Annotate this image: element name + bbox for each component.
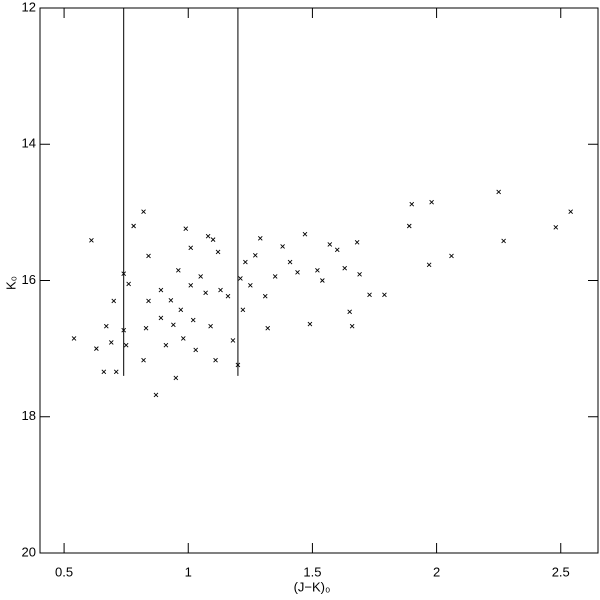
data-point bbox=[126, 281, 131, 287]
data-point bbox=[146, 298, 151, 304]
data-point bbox=[121, 271, 127, 277]
data-point bbox=[205, 233, 211, 239]
data-point bbox=[225, 293, 231, 299]
data-point bbox=[272, 274, 278, 279]
data-point bbox=[171, 322, 176, 328]
data-point bbox=[131, 223, 136, 229]
data-point bbox=[295, 270, 300, 275]
data-point bbox=[141, 209, 146, 215]
data-point bbox=[121, 327, 127, 333]
data-point bbox=[265, 325, 271, 331]
x-tick-label: 2.5 bbox=[552, 564, 570, 579]
data-point bbox=[153, 392, 159, 398]
data-point bbox=[203, 290, 208, 296]
data-point bbox=[215, 249, 221, 255]
data-point bbox=[320, 278, 325, 283]
data-point bbox=[176, 267, 181, 273]
data-point bbox=[180, 336, 186, 341]
data-point bbox=[327, 242, 333, 247]
data-point bbox=[188, 245, 194, 251]
data-point bbox=[113, 369, 119, 375]
data-point bbox=[287, 259, 293, 265]
data-point bbox=[168, 297, 174, 303]
data-point bbox=[240, 307, 246, 313]
data-point bbox=[243, 259, 248, 265]
data-point bbox=[163, 342, 169, 348]
y-tick-label: 18 bbox=[22, 408, 36, 423]
data-point bbox=[334, 247, 340, 253]
data-point bbox=[357, 272, 362, 277]
data-point bbox=[158, 315, 164, 321]
data-point bbox=[248, 282, 253, 288]
data-point bbox=[342, 265, 348, 271]
x-tick-label: 2 bbox=[433, 564, 440, 579]
y-tick-label: 14 bbox=[22, 136, 36, 151]
x-tick-label: 1 bbox=[185, 564, 192, 579]
data-point bbox=[409, 201, 415, 207]
data-point bbox=[429, 199, 434, 205]
data-point bbox=[553, 225, 559, 230]
data-point bbox=[188, 282, 194, 288]
data-point bbox=[208, 323, 213, 329]
data-point bbox=[230, 338, 236, 343]
data-point bbox=[354, 240, 360, 245]
data-point bbox=[213, 357, 218, 363]
data-point bbox=[315, 267, 320, 273]
data-point bbox=[252, 252, 258, 258]
data-point bbox=[71, 336, 77, 341]
data-point bbox=[111, 298, 117, 304]
data-point bbox=[143, 325, 149, 331]
data-point bbox=[262, 293, 268, 299]
y-tick-label: 12 bbox=[22, 0, 36, 14]
data-point bbox=[307, 321, 313, 327]
data-point bbox=[501, 238, 506, 244]
data-point bbox=[218, 287, 223, 293]
data-point bbox=[193, 347, 199, 353]
data-point bbox=[382, 292, 387, 298]
x-tick-label: 1.5 bbox=[303, 564, 321, 579]
data-point bbox=[178, 307, 184, 313]
data-point bbox=[210, 237, 216, 242]
data-point bbox=[183, 226, 189, 232]
data-point bbox=[235, 362, 241, 368]
data-point bbox=[496, 189, 501, 195]
data-point bbox=[94, 346, 99, 351]
x-axis-label: (J−K)₀ bbox=[294, 579, 331, 594]
data-point bbox=[449, 253, 454, 259]
y-axis-label: K₀ bbox=[3, 276, 18, 290]
data-point bbox=[349, 323, 355, 329]
data-point bbox=[101, 369, 107, 375]
data-point bbox=[568, 209, 574, 215]
y-tick-label: 16 bbox=[22, 272, 36, 287]
data-point bbox=[173, 375, 179, 381]
data-point bbox=[89, 237, 94, 243]
data-point bbox=[103, 323, 109, 329]
data-point bbox=[238, 276, 243, 281]
data-point bbox=[108, 340, 114, 345]
data-point bbox=[141, 357, 146, 363]
y-tick-label: 20 bbox=[22, 544, 36, 559]
data-point bbox=[302, 231, 308, 237]
data-point bbox=[190, 317, 196, 323]
data-point bbox=[347, 309, 352, 315]
x-tick-label: 0.5 bbox=[55, 564, 73, 579]
data-point bbox=[158, 287, 164, 293]
data-point bbox=[198, 274, 203, 279]
data-point bbox=[257, 235, 263, 241]
data-point bbox=[123, 342, 129, 348]
data-point bbox=[280, 244, 285, 249]
data-point bbox=[426, 262, 432, 268]
data-point bbox=[406, 223, 412, 229]
data-point bbox=[146, 253, 151, 259]
data-point bbox=[367, 292, 372, 298]
